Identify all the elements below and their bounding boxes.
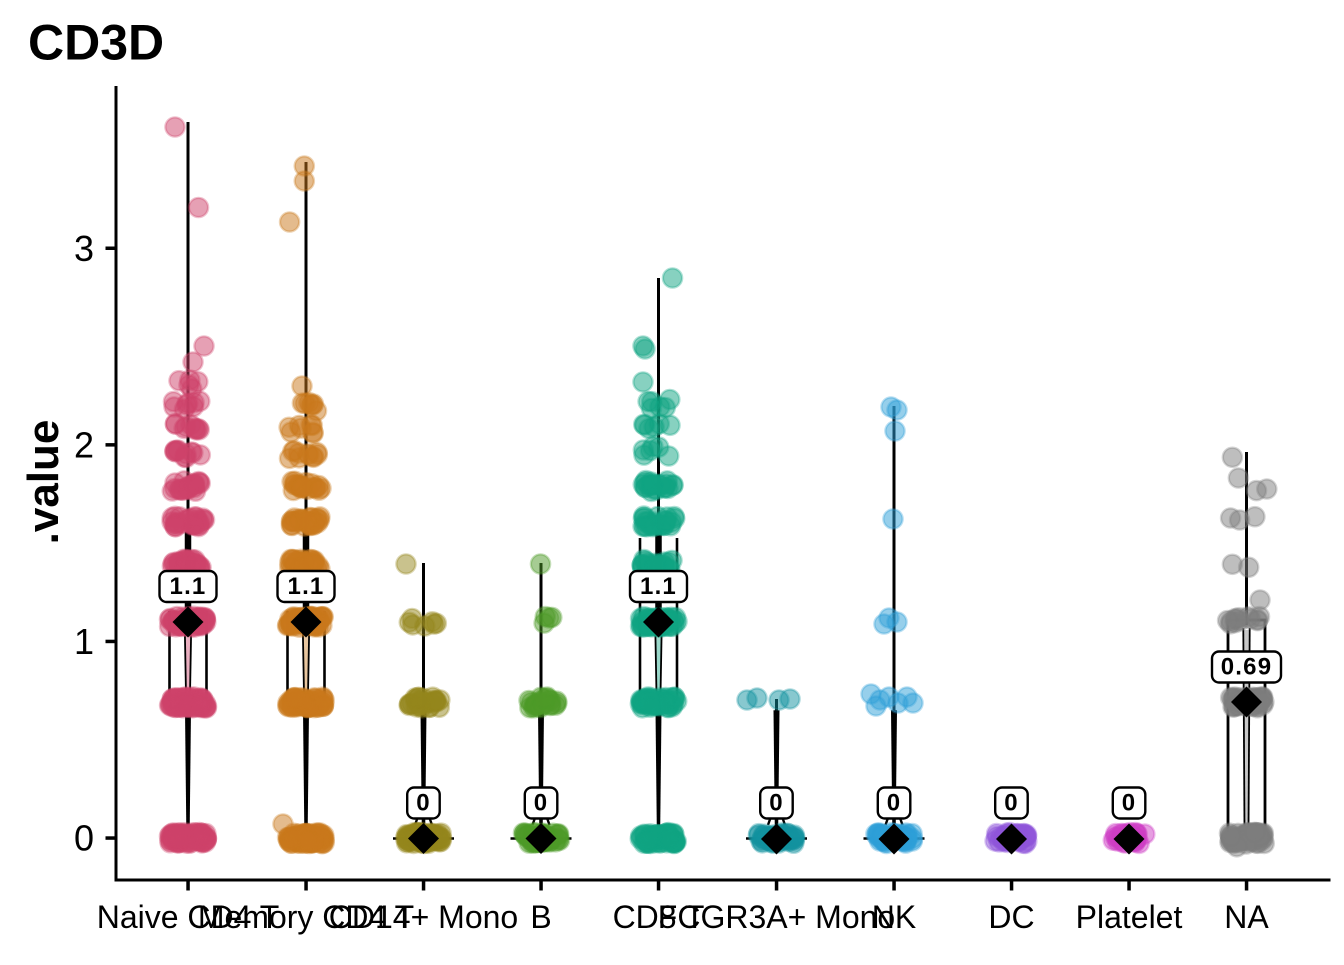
svg-text:Naive CD4 T: Naive CD4 T (97, 899, 280, 935)
svg-text:Platelet: Platelet (1076, 899, 1183, 935)
svg-text:0: 0 (74, 818, 94, 859)
svg-text:3: 3 (74, 228, 94, 269)
svg-text:2: 2 (74, 424, 94, 465)
svg-text:DC: DC (988, 899, 1034, 935)
svg-text:.value: .value (19, 420, 68, 545)
svg-text:CD8 T: CD8 T (613, 899, 705, 935)
svg-text:0.69: 0.69 (1221, 654, 1273, 681)
svg-text:CD3D: CD3D (28, 15, 164, 71)
svg-text:NK: NK (872, 899, 916, 935)
svg-text:1.1: 1.1 (288, 573, 325, 600)
svg-text:0: 0 (1004, 790, 1019, 817)
svg-text:B: B (530, 899, 551, 935)
svg-text:1: 1 (74, 621, 94, 662)
svg-text:0: 0 (1122, 790, 1137, 817)
svg-text:1.1: 1.1 (170, 573, 207, 600)
svg-text:0: 0 (416, 790, 431, 817)
svg-text:0: 0 (534, 790, 549, 817)
svg-text:1.1: 1.1 (640, 573, 677, 600)
svg-text:0: 0 (887, 790, 902, 817)
svg-text:CD14+ Mono: CD14+ Mono (329, 899, 518, 935)
svg-text:FCGR3A+ Mono: FCGR3A+ Mono (658, 899, 895, 935)
svg-text:Memory CD4 T: Memory CD4 T (198, 899, 414, 935)
svg-text:0: 0 (769, 790, 784, 817)
svg-text:NA: NA (1224, 899, 1269, 935)
